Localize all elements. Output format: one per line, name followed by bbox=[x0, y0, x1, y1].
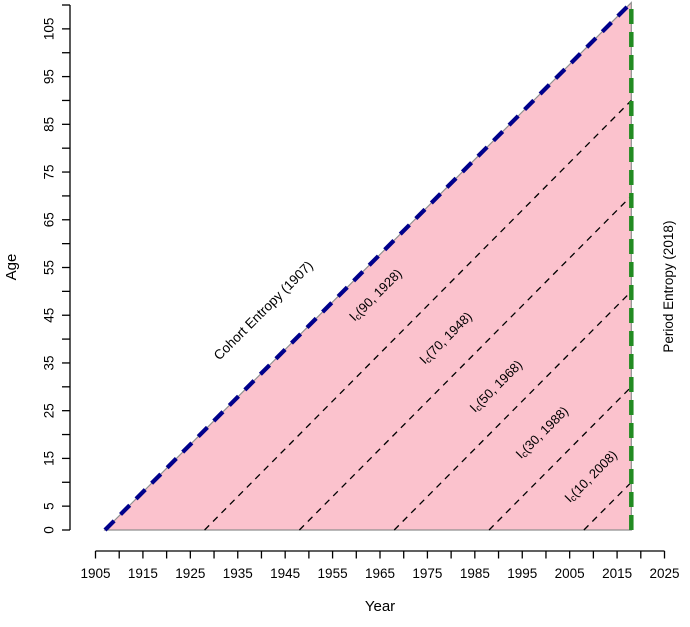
x-tick-label: 1915 bbox=[128, 566, 158, 581]
cohort-index-line-1928 bbox=[204, 99, 632, 531]
cohort-index-line-1968 bbox=[393, 290, 632, 531]
x-tick-label: 2015 bbox=[602, 566, 632, 581]
cohort-index-line-1988 bbox=[488, 386, 632, 531]
x-tick-label: 2005 bbox=[555, 566, 585, 581]
x-tick-label: 1905 bbox=[80, 566, 110, 581]
y-tick-label: 35 bbox=[42, 355, 57, 370]
y-tick-label: 95 bbox=[42, 69, 57, 84]
cohort-index-line-1948 bbox=[298, 195, 632, 531]
x-tick-label: 1955 bbox=[318, 566, 348, 581]
y-tick-label: 45 bbox=[42, 308, 57, 323]
y-tick-label: 25 bbox=[42, 403, 57, 418]
x-tick-label: 1925 bbox=[175, 566, 205, 581]
x-axis-title: Year bbox=[365, 598, 395, 615]
x-tick-label: 1935 bbox=[223, 566, 253, 581]
x-tick-label: 2025 bbox=[649, 566, 679, 581]
cohort-entropy-line bbox=[103, 1, 633, 532]
y-tick-label: 75 bbox=[42, 165, 57, 180]
x-tick-label: 1985 bbox=[460, 566, 490, 581]
x-tick-label: 1965 bbox=[365, 566, 395, 581]
y-tick-label: 5 bbox=[42, 502, 57, 510]
y-tick-label: 105 bbox=[42, 18, 57, 41]
y-tick-label: 15 bbox=[42, 451, 57, 466]
y-axis-title: Age bbox=[3, 254, 20, 281]
x-tick-label: 1975 bbox=[412, 566, 442, 581]
y-tick-label: 55 bbox=[42, 260, 57, 275]
y-tick-label: 65 bbox=[42, 212, 57, 227]
x-tick-label: 1945 bbox=[270, 566, 300, 581]
x-tick-label: 1995 bbox=[507, 566, 537, 581]
axes-layer: 1905 1915 1925 1935 1945 1955 1965 1975 1985 1995… bbox=[42, 4, 680, 581]
y-tick-label: 0 bbox=[42, 526, 57, 534]
period-entropy-line-label: Period Entropy (2018) bbox=[661, 221, 676, 353]
y-tick-label: 85 bbox=[42, 117, 57, 132]
